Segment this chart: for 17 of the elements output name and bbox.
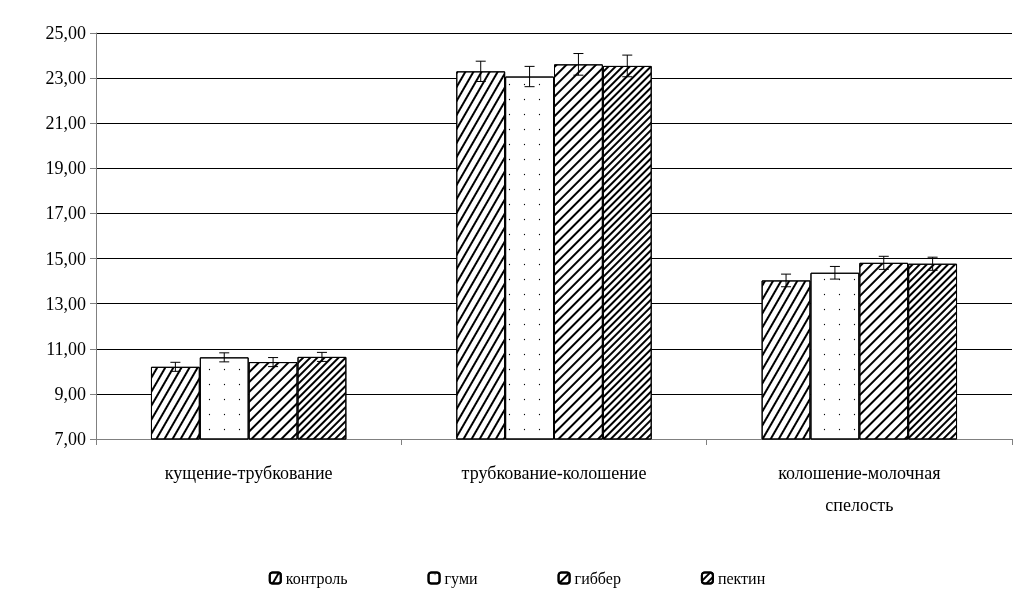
x-tick-label: кущение-трубкование — [164, 463, 333, 483]
y-tick-label: 21,00 — [45, 113, 86, 134]
y-tick-label: 23,00 — [45, 68, 86, 89]
legend-label: контроль — [285, 569, 348, 588]
x-tick-label: колошение-молочная спелость — [778, 463, 941, 515]
y-tick-label: 9,00 — [54, 383, 86, 404]
y-tick-label: 13,00 — [45, 293, 86, 314]
legend-label: пектин — [717, 569, 766, 587]
y-tick-label: 7,00 — [54, 429, 86, 449]
y-tick-label: 11,00 — [46, 338, 86, 359]
legend-label: гиббер — [574, 569, 621, 588]
y-tick-label: 15,00 — [45, 248, 86, 269]
y-tick-label: 17,00 — [45, 203, 86, 224]
legend-label: гуми — [444, 569, 479, 588]
y-tick-label: 19,00 — [45, 158, 86, 179]
y-tick-label: 25,00 — [45, 23, 86, 43]
x-tick-label: трубкование-колошение — [461, 463, 647, 483]
